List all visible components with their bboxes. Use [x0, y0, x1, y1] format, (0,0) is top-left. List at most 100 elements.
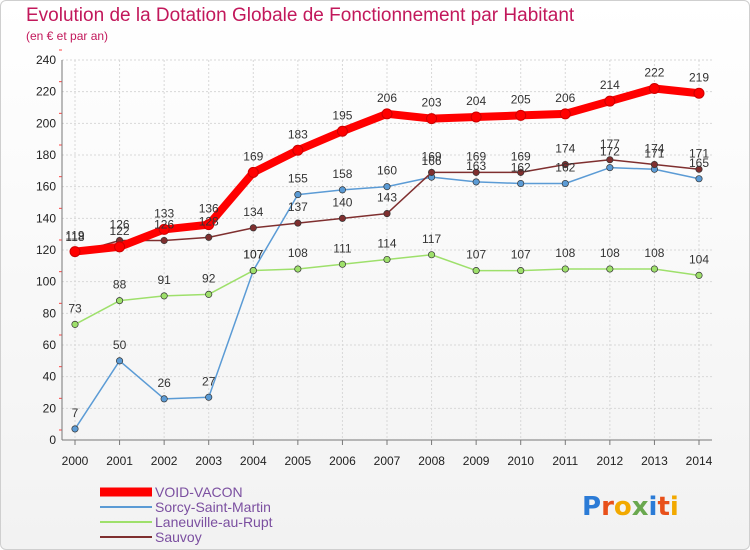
x-tick-label: 2009 — [463, 454, 490, 468]
point-laneuville-au-rupt — [472, 267, 480, 275]
value-label-void-vacon: 219 — [689, 70, 709, 84]
point-sorcy-saint-martin — [606, 164, 614, 172]
point-void-vacon — [292, 144, 304, 156]
value-label-laneuville-au-rupt: 88 — [113, 278, 127, 292]
chart-subtitle: (en € et par an) — [26, 29, 108, 43]
value-label-sorcy-saint-martin: 163 — [466, 159, 486, 173]
value-label-laneuville-au-rupt: 91 — [157, 273, 171, 287]
point-void-vacon — [69, 246, 81, 258]
point-sorcy-saint-martin — [695, 175, 703, 183]
point-laneuville-au-rupt — [650, 265, 658, 273]
value-label-sorcy-saint-martin: 162 — [511, 161, 531, 175]
y-tick-label: 100 — [36, 275, 56, 289]
x-tick-label: 2004 — [240, 454, 267, 468]
point-laneuville-au-rupt — [383, 255, 391, 264]
point-laneuville-au-rupt — [338, 260, 346, 268]
point-sauvoy — [561, 160, 569, 169]
y-tick-label: 40 — [43, 370, 57, 384]
point-void-vacon — [604, 95, 616, 107]
value-label-void-vacon: 206 — [377, 91, 397, 105]
x-tick-label: 2001 — [106, 454, 133, 468]
point-laneuville-au-rupt — [249, 267, 257, 275]
value-label-sorcy-saint-martin: 27 — [202, 374, 216, 388]
point-void-vacon — [114, 241, 126, 253]
logo-text: Proxiti — [582, 492, 679, 522]
grid-lines — [62, 59, 712, 440]
point-laneuville-au-rupt — [160, 292, 168, 300]
value-label-sorcy-saint-martin: 26 — [157, 376, 171, 390]
point-void-vacon — [693, 87, 705, 99]
legend-label-laneuville-au-rupt: Laneuville-au-Rupt — [155, 514, 273, 530]
point-sauvoy — [383, 210, 391, 218]
value-label-sorcy-saint-martin: 166 — [422, 154, 442, 168]
legend-label-void-vacon: VOID-VACON — [155, 484, 243, 500]
point-void-vacon — [515, 109, 527, 121]
x-tick-label: 2008 — [418, 454, 445, 468]
value-label-sorcy-saint-martin: 50 — [113, 338, 127, 352]
value-label-sauvoy: 171 — [689, 146, 709, 160]
y-tick-label: 20 — [43, 401, 57, 415]
point-sauvoy — [294, 219, 302, 227]
value-label-sauvoy: 134 — [243, 205, 263, 219]
series-layer — [69, 83, 705, 433]
value-label-void-vacon: 195 — [332, 108, 352, 122]
y-tick-label: 220 — [36, 85, 56, 99]
value-label-sorcy-saint-martin: 160 — [377, 164, 397, 178]
value-label-void-vacon: 214 — [600, 78, 620, 92]
point-laneuville-au-rupt — [205, 290, 213, 298]
point-sorcy-saint-martin — [116, 357, 124, 365]
point-laneuville-au-rupt — [695, 271, 703, 279]
value-label-void-vacon: 222 — [644, 66, 664, 80]
value-label-laneuville-au-rupt: 107 — [243, 248, 263, 262]
point-sorcy-saint-martin — [472, 178, 480, 186]
legend-label-sorcy-saint-martin: Sorcy-Saint-Martin — [155, 499, 271, 515]
value-label-void-vacon: 183 — [288, 127, 308, 141]
point-laneuville-au-rupt — [71, 320, 79, 328]
x-tick-label: 2005 — [285, 454, 312, 468]
point-sorcy-saint-martin — [383, 183, 391, 191]
value-label-sauvoy: 169 — [511, 149, 531, 163]
proxiti-logo: Proxiti — [582, 492, 679, 522]
point-void-vacon — [247, 166, 259, 178]
value-label-sauvoy: 118 — [65, 230, 84, 244]
x-tick-label: 2000 — [62, 454, 89, 468]
value-label-sauvoy: 169 — [466, 149, 486, 163]
value-label-void-vacon: 203 — [422, 96, 442, 110]
point-void-vacon — [203, 219, 215, 231]
point-laneuville-au-rupt — [606, 265, 614, 273]
x-tick-label: 2013 — [641, 454, 668, 468]
value-label-sauvoy: 137 — [288, 200, 308, 214]
value-label-laneuville-au-rupt: 108 — [600, 246, 620, 260]
value-label-sorcy-saint-martin: 7 — [72, 406, 79, 420]
y-tick-label: 200 — [36, 116, 56, 130]
value-label-void-vacon: 169 — [243, 149, 263, 163]
x-tick-label: 2010 — [507, 454, 534, 468]
x-tick-label: 2011 — [552, 454, 578, 468]
point-laneuville-au-rupt — [517, 267, 525, 275]
x-tick-label: 2012 — [597, 454, 624, 468]
y-tick-label: 160 — [36, 180, 56, 194]
axes: 0 20 40 60 80 100 120 140 160 180 200 220 240 2000 200… — [36, 49, 713, 468]
value-label-sauvoy: 169 — [422, 149, 442, 163]
point-sorcy-saint-martin — [517, 179, 525, 188]
value-label-sorcy-saint-martin: 171 — [644, 146, 664, 160]
value-label-sauvoy: 174 — [555, 142, 575, 156]
value-label-sauvoy: 128 — [199, 214, 219, 228]
point-sorcy-saint-martin — [561, 179, 569, 188]
x-tick-label: 2003 — [195, 454, 222, 468]
point-void-vacon — [336, 125, 348, 137]
series-void-vacon — [69, 83, 705, 258]
point-sauvoy — [472, 168, 480, 176]
value-label-void-vacon: 136 — [199, 202, 219, 216]
y-tick-label: 60 — [43, 338, 57, 352]
point-void-vacon — [559, 108, 571, 120]
legend-label-sauvoy: Sauvoy — [155, 529, 202, 545]
value-label-sauvoy: 174 — [644, 142, 664, 156]
value-label-laneuville-au-rupt: 107 — [466, 248, 486, 262]
value-label-laneuville-au-rupt: 108 — [644, 246, 664, 260]
y-tick-label: 140 — [36, 211, 56, 225]
point-laneuville-au-rupt — [294, 265, 302, 273]
y-tick-label: 180 — [36, 148, 56, 162]
